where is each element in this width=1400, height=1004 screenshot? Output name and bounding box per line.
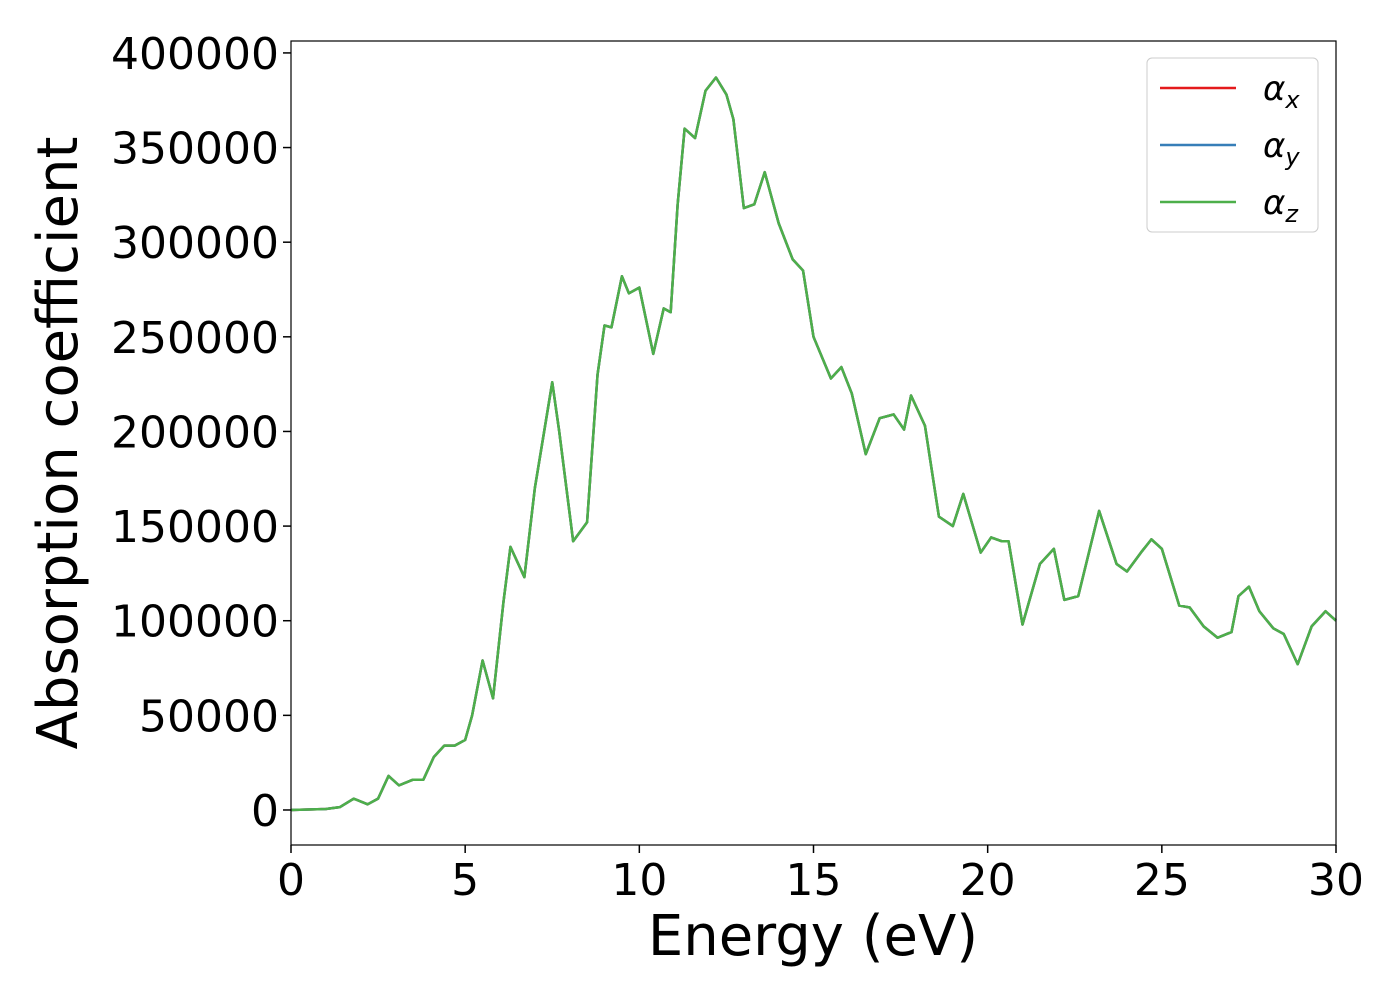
x-tick-label: 20: [960, 855, 1016, 906]
y-tick-label: 200000: [111, 407, 279, 458]
x-tick-label: 15: [786, 855, 842, 906]
legend-label: αx: [1263, 69, 1300, 114]
y-tick-label: 350000: [111, 124, 279, 175]
x-tick-label: 0: [277, 855, 305, 906]
x-axis-label: Energy (eV): [648, 904, 978, 969]
x-tick-label: 30: [1308, 855, 1364, 906]
y-tick-label: 100000: [111, 597, 279, 648]
y-axis-label: Absorption coefficient: [26, 137, 91, 750]
y-tick-label: 300000: [111, 218, 279, 269]
y-tick-label: 0: [251, 786, 279, 837]
y-tick-label: 400000: [111, 29, 279, 80]
series-line: [290, 76, 1337, 812]
x-tick-label: 5: [451, 855, 479, 906]
y-tick-label: 150000: [111, 502, 279, 553]
y-tick-label: 50000: [139, 691, 279, 742]
legend-label: αz: [1263, 183, 1299, 228]
legend-label: αy: [1263, 126, 1300, 171]
plot-frame: [290, 40, 1337, 846]
x-tick-label: 25: [1134, 855, 1190, 906]
y-tick-label: 250000: [111, 313, 279, 364]
x-tick-label: 10: [611, 855, 667, 906]
